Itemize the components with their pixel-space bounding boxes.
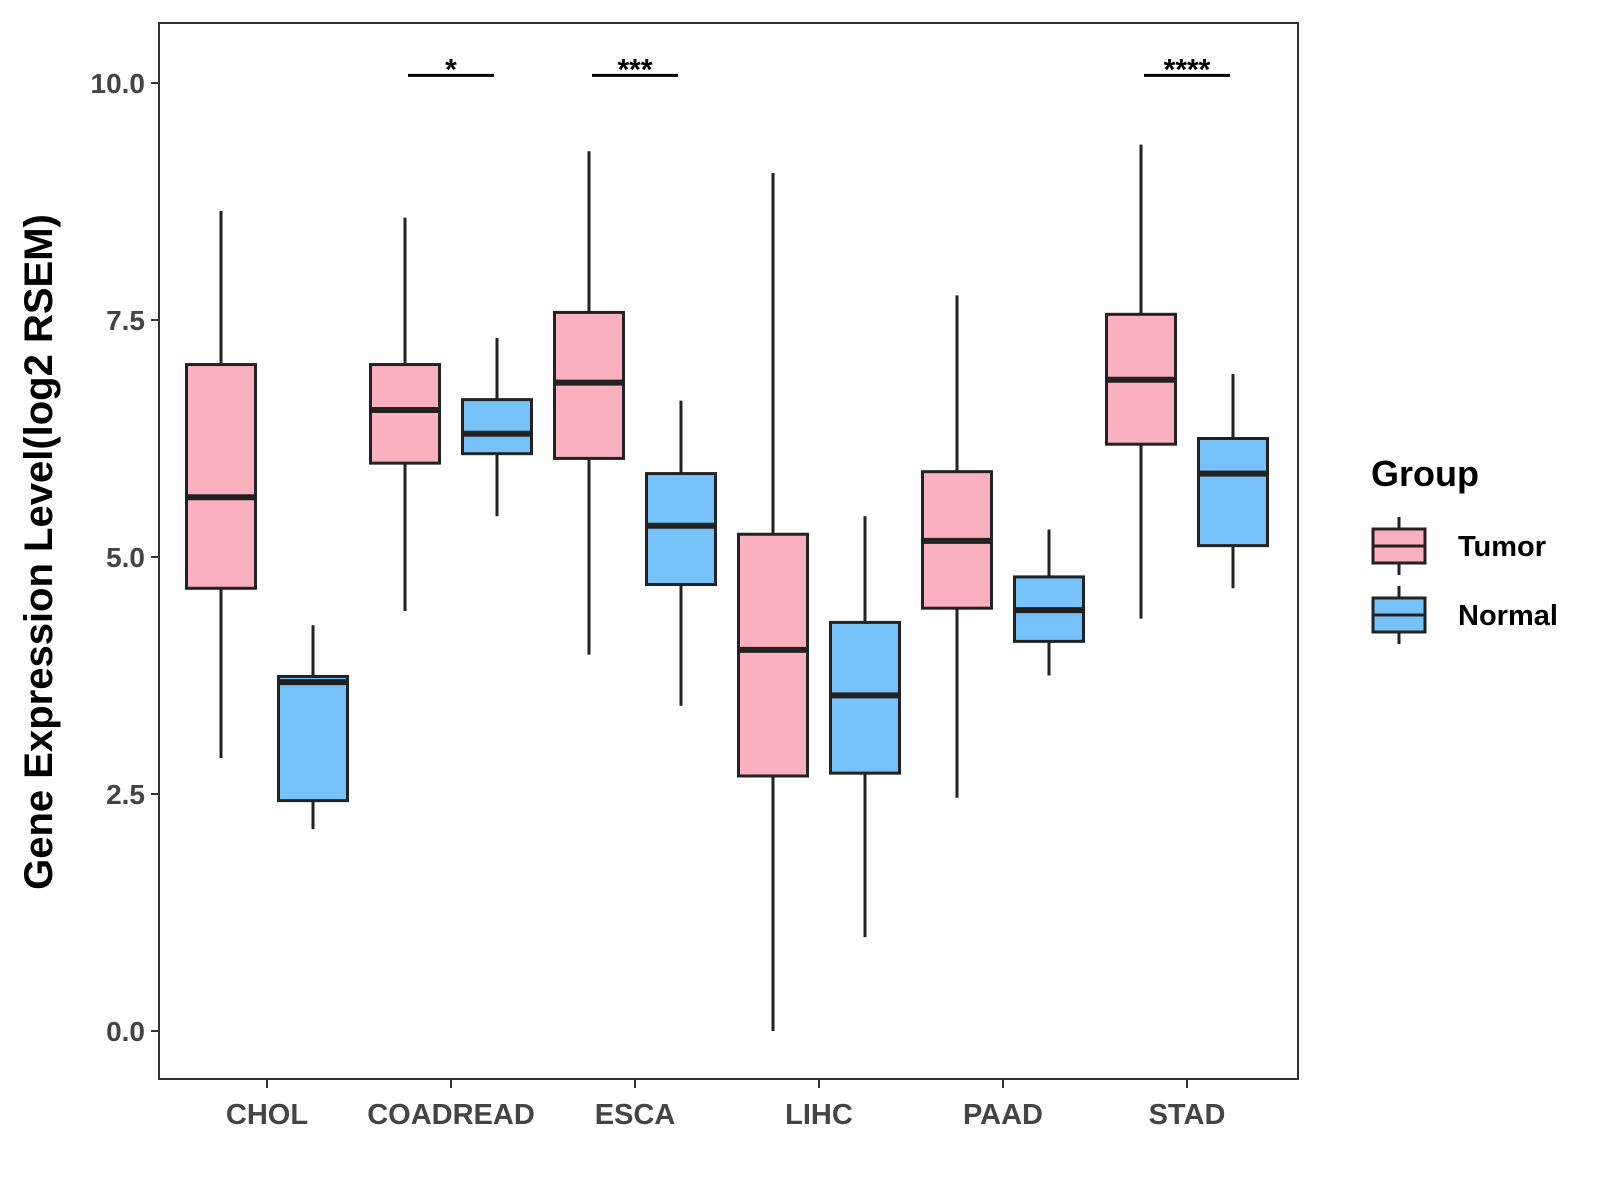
x-tick-label: PAAD bbox=[963, 1099, 1043, 1131]
y-tick-label: 7.5 bbox=[106, 305, 145, 336]
y-tick-label: 5.0 bbox=[106, 542, 145, 573]
box-normal-paad bbox=[1013, 529, 1085, 676]
x-axis: CHOL COADREAD ESCA LIHC PAAD STAD bbox=[226, 1079, 1225, 1131]
box-normal-lihc bbox=[829, 516, 901, 938]
box-tumor-stad bbox=[1105, 144, 1177, 619]
y-tick-label: 10.0 bbox=[91, 68, 146, 99]
box-body bbox=[277, 674, 349, 803]
box-body bbox=[737, 532, 809, 778]
box-body bbox=[461, 398, 533, 456]
box-body bbox=[369, 363, 441, 465]
legend: Group Tumor Normal bbox=[1371, 453, 1558, 644]
y-tick-label: 2.5 bbox=[106, 779, 145, 810]
box-tumor-coadread bbox=[369, 217, 441, 612]
box-normal-chol bbox=[277, 625, 349, 830]
legend-item-normal: Normal bbox=[1371, 586, 1558, 644]
box-tumor-esca bbox=[553, 151, 625, 655]
plot-border bbox=[158, 22, 1299, 1080]
legend-label: Normal bbox=[1458, 600, 1558, 632]
legend-item-tumor: Tumor bbox=[1371, 517, 1546, 575]
box-tumor-lihc bbox=[737, 173, 809, 1031]
y-axis-title: Gene Expression Level(log2 RSEM) bbox=[17, 214, 61, 890]
x-tick-label: CHOL bbox=[226, 1099, 308, 1131]
legend-entries: Tumor Normal bbox=[1371, 517, 1558, 644]
box-body bbox=[1197, 437, 1269, 548]
significance-label: * bbox=[445, 53, 457, 86]
box-normal-esca bbox=[645, 400, 717, 706]
y-axis: 0.0 2.5 5.0 7.5 10.0 bbox=[91, 68, 159, 1047]
plot-panel bbox=[158, 22, 1299, 1080]
box-normal-coadread bbox=[461, 338, 533, 517]
box-tumor-paad bbox=[921, 295, 993, 798]
legend-label: Tumor bbox=[1458, 531, 1546, 563]
box-normal-stad bbox=[1197, 374, 1269, 589]
box-body bbox=[645, 472, 717, 586]
y-tick-label: 0.0 bbox=[106, 1016, 145, 1047]
x-tick-label: LIHC bbox=[785, 1099, 853, 1131]
x-tick-label: STAD bbox=[1149, 1099, 1226, 1131]
x-tick-label: ESCA bbox=[595, 1099, 676, 1131]
significance-label: *** bbox=[617, 53, 652, 86]
boxes-layer bbox=[185, 144, 1269, 1031]
legend-title: Group bbox=[1371, 453, 1479, 494]
significance-label: **** bbox=[1164, 53, 1211, 86]
box-tumor-chol bbox=[185, 210, 257, 758]
significance-annotations: * *** **** bbox=[408, 53, 1230, 86]
x-tick-label: COADREAD bbox=[367, 1099, 535, 1131]
box-body bbox=[185, 363, 257, 590]
